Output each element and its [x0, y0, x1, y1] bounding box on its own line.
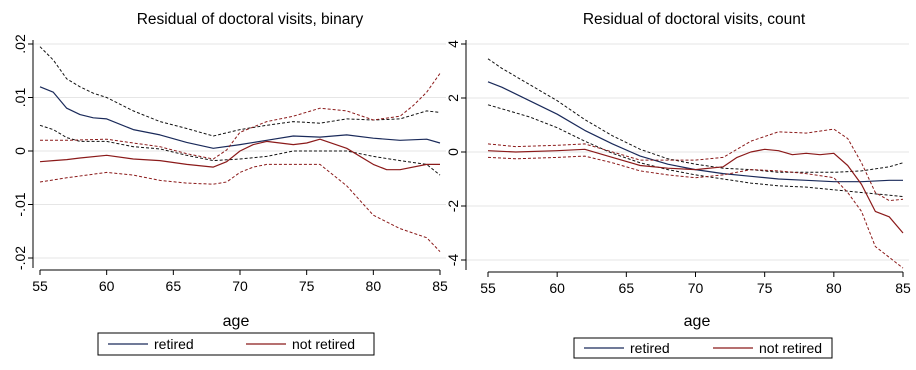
x-tick-label: 55 — [480, 280, 496, 296]
y-tick-label: 0 — [12, 147, 28, 155]
x-tick-label: 60 — [99, 278, 115, 294]
x-tick-label: 75 — [299, 278, 315, 294]
y-tick-label: 2 — [445, 94, 461, 102]
series-line-not-retired — [39, 138, 440, 171]
confidence-band-upper — [487, 58, 904, 173]
chart-panel-count: Residual of doctoral visits, count age -… — [445, 11, 911, 359]
x-tick-label: 65 — [166, 278, 182, 294]
series-line-not-retired — [487, 148, 904, 234]
x-tick-label: 60 — [549, 280, 565, 296]
legend-label: retired — [154, 336, 194, 352]
legend: retired not retired — [97, 332, 375, 356]
legend-label: retired — [630, 340, 670, 356]
legend-box — [573, 337, 833, 359]
x-tick-label: 85 — [895, 280, 911, 296]
confidence-band-lower — [487, 155, 904, 269]
y-tick-label: -2 — [445, 200, 461, 213]
confidence-band-upper — [39, 46, 441, 137]
x-tick-label: 70 — [232, 278, 248, 294]
y-tick-label: 0 — [445, 148, 461, 156]
chart-title: Residual of doctoral visits, count — [583, 11, 806, 28]
legend-label: not retired — [292, 336, 355, 352]
x-axis-label: age — [223, 313, 250, 330]
chart-title: Residual of doctoral visits, binary — [137, 11, 364, 28]
x-tick-label: 85 — [432, 278, 448, 294]
x-tick-label: 70 — [688, 280, 704, 296]
chart-panel-binary: Residual of doctoral visits, binary age … — [12, 11, 448, 356]
y-tick-label: -4 — [445, 254, 461, 267]
legend: retired not retired — [573, 337, 833, 359]
legend-box — [97, 332, 375, 356]
x-tick-label: 80 — [826, 280, 842, 296]
x-tick-label: 65 — [619, 280, 635, 296]
series-line-retired — [39, 86, 441, 149]
y-tick-label: -.02 — [12, 246, 28, 270]
x-tick-label: 75 — [757, 280, 773, 296]
y-tick-label: -.01 — [12, 192, 28, 216]
y-tick-label: .02 — [12, 34, 28, 54]
confidence-band-upper — [40, 73, 441, 160]
x-tick-label: 80 — [366, 278, 382, 294]
x-axis-label: age — [684, 313, 711, 330]
y-tick-label: 4 — [445, 40, 461, 48]
y-tick-label: .01 — [12, 88, 28, 108]
confidence-band-lower — [39, 163, 441, 252]
confidence-band-upper — [487, 128, 904, 202]
x-tick-label: 55 — [32, 278, 48, 294]
legend-label: not retired — [759, 340, 822, 356]
